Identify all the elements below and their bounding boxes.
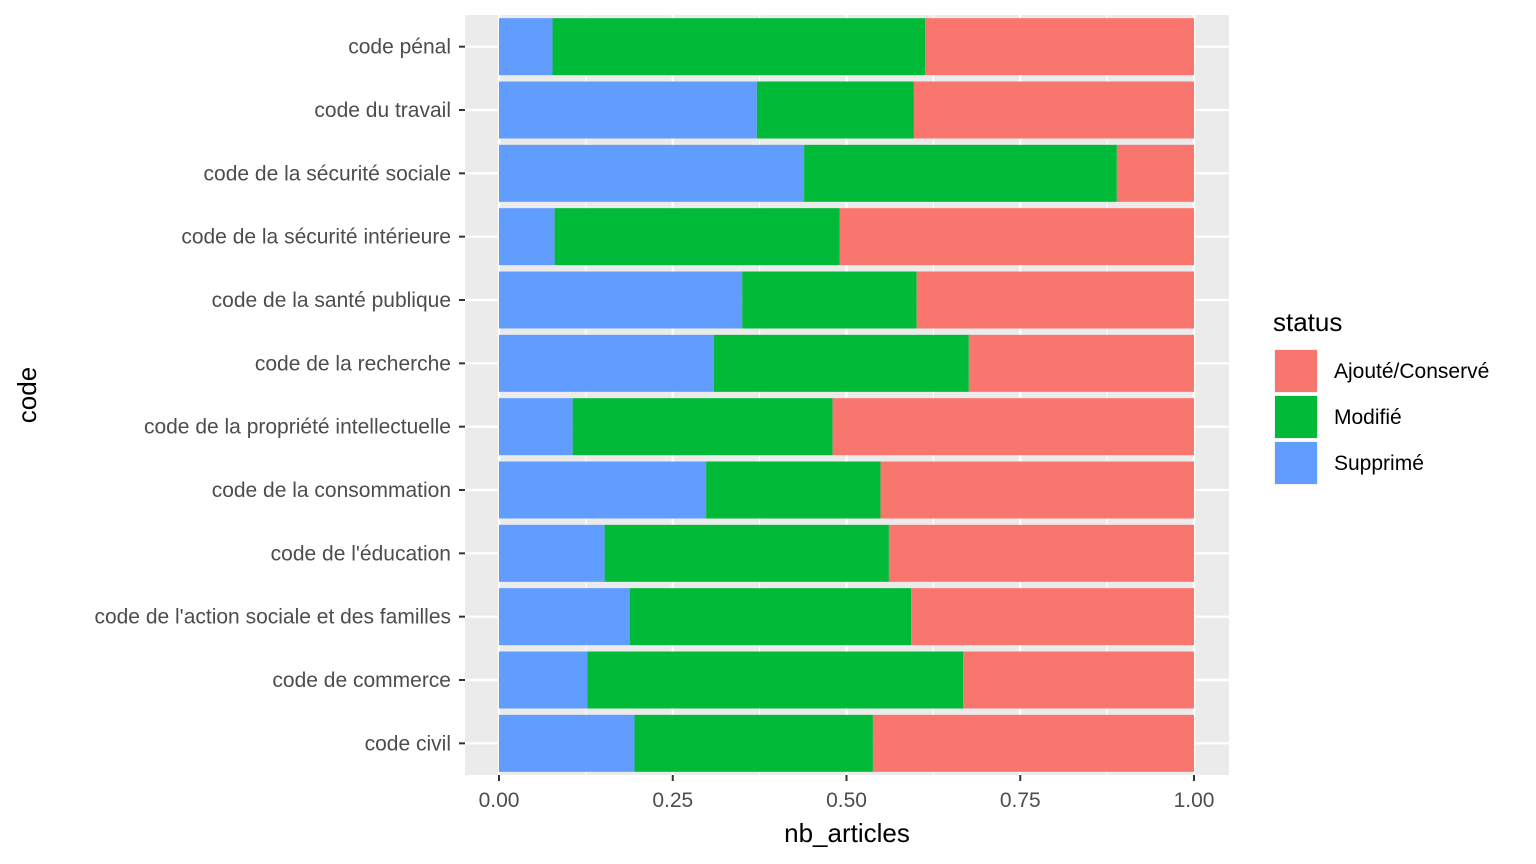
bar-segment-ajout-conserv- [839,208,1194,266]
bar-segment-modifi- [554,208,840,266]
legend-title: status [1273,307,1342,337]
bar-segment-supprim- [499,334,714,392]
y-tick-label: code de la recherche [255,352,451,375]
bar-segment-supprim- [499,271,743,329]
x-tick-label: 0.00 [479,789,520,812]
y-tick-label: code de la santé publique [212,289,451,312]
bar-segment-supprim- [499,398,573,456]
bar-segment-modifi- [587,651,964,709]
bar-segment-modifi- [634,714,873,772]
legend: status Ajouté/Conservé Modifié Supprimé [1273,307,1489,485]
bar-segment-modifi- [604,524,889,582]
bar-segment-ajout-conserv- [963,651,1194,709]
y-tick-label: code de la propriété intellectuelle [144,416,451,439]
bar-segment-modifi- [742,271,917,329]
y-axis-title: code [12,367,42,423]
bar-segment-supprim- [499,588,630,646]
bar-segment-modifi- [713,334,969,392]
x-tick-label: 1.00 [1174,789,1215,812]
y-tick-label: code de la sécurité sociale [204,162,451,185]
y-tick-label: code pénal [348,36,451,59]
bar-segment-supprim- [499,208,555,266]
y-tick-label: code civil [365,732,451,755]
bar-segment-ajout-conserv- [968,334,1194,392]
bar-segment-ajout-conserv- [911,588,1194,646]
bar-segment-ajout-conserv- [916,271,1194,329]
y-tick-label: code de la consommation [212,479,451,502]
bar-segment-ajout-conserv- [872,714,1194,772]
bar-segment-supprim- [499,144,805,202]
y-tick-label: code de l'éducation [271,542,451,565]
bar-segment-ajout-conserv- [880,461,1194,519]
x-tick-label: 0.25 [652,789,693,812]
legend-label: Modifié [1334,406,1402,429]
minor-gridlines [585,15,1108,775]
y-tick-label: code de l'action sociale et des familles [94,606,451,629]
x-tick-label: 0.75 [1000,789,1041,812]
y-tick-label: code de commerce [272,669,451,692]
legend-swatch [1275,442,1317,484]
bar-segment-supprim- [499,651,588,709]
y-axis: code pénal code du travail code de la sécu… [94,36,465,755]
x-axis-title: nb_articles [784,818,910,848]
legend-swatch [1275,396,1317,438]
y-tick-label: code du travail [314,99,451,122]
bar-segment-modifi- [804,144,1117,202]
y-tick-label: code de la sécurité intérieure [181,226,451,249]
bar-segment-modifi- [756,81,914,139]
bar-segment-modifi- [552,18,926,76]
legend-swatch [1275,350,1317,392]
bar-segment-supprim- [499,81,757,139]
bar-segment-supprim- [499,461,707,519]
legend-label: Ajouté/Conservé [1334,360,1489,383]
bar-segment-supprim- [499,714,635,772]
bar-segment-ajout-conserv- [925,18,1194,76]
bar-segment-modifi- [572,398,833,456]
bar-segment-ajout-conserv- [888,524,1194,582]
bar-segment-ajout-conserv- [832,398,1194,456]
bar-segment-ajout-conserv- [1116,144,1194,202]
legend-label: Supprimé [1334,452,1424,475]
x-axis: 0.00 0.25 0.50 0.75 1.00 [479,775,1215,812]
bar-segment-supprim- [499,524,605,582]
bar-segment-modifi- [706,461,881,519]
bars-layer [499,18,1194,772]
bar-segment-supprim- [499,18,553,76]
x-tick-label: 0.50 [826,789,867,812]
bar-segment-modifi- [629,588,912,646]
bar-segment-ajout-conserv- [913,81,1194,139]
